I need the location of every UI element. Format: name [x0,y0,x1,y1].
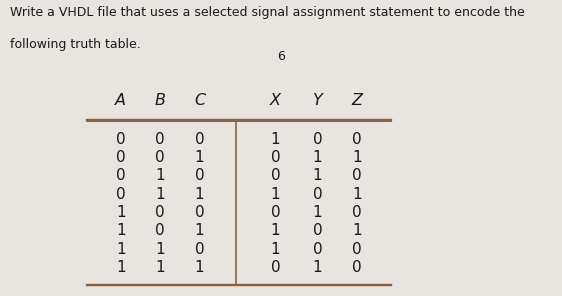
Text: C: C [194,93,205,108]
Text: 0: 0 [155,223,165,238]
Text: 0: 0 [194,168,205,183]
Text: 0: 0 [155,205,165,220]
Text: 1: 1 [116,242,126,257]
Text: 0: 0 [312,223,323,238]
Text: 0: 0 [155,150,165,165]
Text: 1: 1 [312,168,323,183]
Text: 0: 0 [270,150,280,165]
Text: 0: 0 [194,242,205,257]
Text: 1: 1 [194,260,205,275]
Text: 1: 1 [116,260,126,275]
Text: B: B [155,93,166,108]
Text: 0: 0 [116,132,126,147]
Text: 1: 1 [352,187,362,202]
Text: 0: 0 [270,205,280,220]
Text: X: X [270,93,281,108]
Text: 0: 0 [352,242,362,257]
Text: 0: 0 [352,260,362,275]
Text: 1: 1 [312,150,323,165]
Text: 1: 1 [270,132,280,147]
Text: 0: 0 [352,205,362,220]
Text: Write a VHDL file that uses a selected signal assignment statement to encode the: Write a VHDL file that uses a selected s… [10,6,525,19]
Text: 6: 6 [277,50,285,63]
Text: 1: 1 [194,223,205,238]
Text: 1: 1 [155,260,165,275]
Text: 0: 0 [155,132,165,147]
Text: 0: 0 [116,150,126,165]
Text: 1: 1 [270,223,280,238]
Text: 1: 1 [312,205,323,220]
Text: 1: 1 [116,223,126,238]
Text: 0: 0 [116,168,126,183]
Text: Z: Z [351,93,362,108]
Text: 1: 1 [270,187,280,202]
Text: 0: 0 [270,260,280,275]
Text: 1: 1 [352,150,362,165]
Text: following truth table.: following truth table. [10,38,141,52]
Text: 1: 1 [352,223,362,238]
Text: 0: 0 [312,187,323,202]
Text: 0: 0 [194,132,205,147]
Text: 0: 0 [270,168,280,183]
Text: 0: 0 [194,205,205,220]
Text: 1: 1 [194,187,205,202]
Text: 1: 1 [194,150,205,165]
Text: 0: 0 [312,132,323,147]
Text: 1: 1 [155,242,165,257]
Text: 1: 1 [155,187,165,202]
Text: 1: 1 [270,242,280,257]
Text: 0: 0 [352,168,362,183]
Text: Y: Y [312,93,323,108]
Text: A: A [115,93,126,108]
Text: 0: 0 [352,132,362,147]
Text: 1: 1 [155,168,165,183]
Text: 1: 1 [312,260,323,275]
Text: 0: 0 [116,187,126,202]
Text: 0: 0 [312,242,323,257]
Text: 1: 1 [116,205,126,220]
